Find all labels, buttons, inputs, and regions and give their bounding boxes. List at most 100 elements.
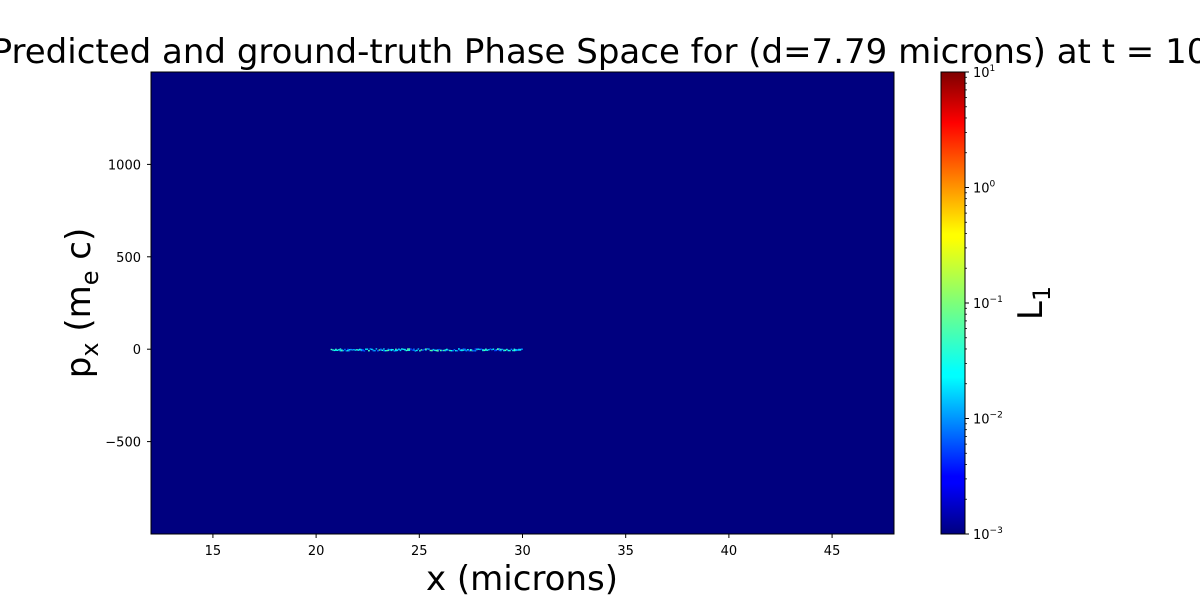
x-axis-ticks: 15 20 25 30 35 40 45 <box>205 534 841 559</box>
error-band-cell <box>499 350 501 351</box>
error-band-cell <box>479 349 481 350</box>
error-band-cell <box>341 350 343 351</box>
error-band-cell <box>391 350 393 351</box>
y-tick-label: 0 <box>133 343 141 358</box>
error-band-cell <box>370 348 372 349</box>
error-band-cell <box>430 350 432 351</box>
error-band-cell <box>409 348 411 349</box>
error-band-cell <box>440 350 442 351</box>
error-band-cell <box>433 349 435 350</box>
x-tick-label: 15 <box>205 544 222 559</box>
error-band-cell <box>365 349 367 350</box>
error-band-cell <box>412 349 414 350</box>
error-band-cell <box>407 348 409 349</box>
error-band-cell <box>475 348 477 349</box>
error-band-cell <box>367 349 369 350</box>
colorbar-tick-label: 101 <box>973 64 995 81</box>
error-band-cell <box>494 350 496 351</box>
error-band-cell <box>415 350 417 351</box>
error-band-cell <box>421 349 423 350</box>
error-band-cell <box>473 350 475 351</box>
error-band-cell <box>445 350 447 351</box>
error-band-cell <box>466 350 468 351</box>
error-band-cell <box>371 349 373 350</box>
error-band-cell <box>394 350 396 351</box>
x-tick-label: 40 <box>721 544 738 559</box>
x-axis-label: x (microns) <box>426 559 618 599</box>
error-band-cell <box>469 350 471 351</box>
error-band-cell <box>512 350 514 351</box>
error-band-cell <box>422 349 424 350</box>
error-band-cell <box>448 349 450 350</box>
error-band-cell <box>484 350 486 351</box>
error-band-cell <box>347 349 349 350</box>
error-band-cell <box>355 349 357 350</box>
error-band-cell <box>353 349 355 350</box>
error-band-cell <box>463 348 465 349</box>
error-band-cell <box>511 349 513 350</box>
error-band-cell <box>460 349 462 350</box>
y-tick-label: 1000 <box>108 158 141 173</box>
error-band-cell <box>434 350 436 351</box>
colorbar-tick-label: 10−3 <box>973 526 1003 543</box>
error-band-cell <box>439 349 441 350</box>
error-band-cell <box>427 348 429 349</box>
error-band-cell <box>361 350 363 351</box>
plot-area <box>151 72 894 534</box>
error-band-cell <box>458 348 460 349</box>
error-band-cell <box>424 349 426 350</box>
error-band-cell <box>515 350 517 351</box>
error-band-cell <box>490 348 492 349</box>
error-band-cell <box>509 350 511 351</box>
y-axis-ticks: −500 0 500 1000 <box>105 158 151 450</box>
error-band-cell <box>514 350 516 351</box>
error-band-cell <box>374 350 376 351</box>
error-band-cell <box>406 350 408 351</box>
error-band-cell <box>419 350 421 351</box>
error-band-cell <box>505 350 507 351</box>
colorbar-tick-label: 100 <box>973 180 996 197</box>
error-band-cell <box>487 350 489 351</box>
error-band-cell <box>350 349 352 350</box>
error-band-cell <box>359 349 361 350</box>
error-band-cell <box>416 350 418 351</box>
y-tick-label: 500 <box>116 251 141 266</box>
x-tick-label: 35 <box>617 544 634 559</box>
error-band-cell <box>335 349 337 350</box>
error-band-cell <box>362 349 364 350</box>
error-band-cell <box>437 350 439 351</box>
error-band-cell <box>383 348 385 349</box>
error-band-cell <box>451 350 453 351</box>
error-band-cell <box>337 350 339 351</box>
chart-title: Predicted and ground-truth Phase Space f… <box>0 32 1200 72</box>
error-band-cell <box>386 350 388 351</box>
error-band-cell <box>470 350 472 351</box>
colorbar <box>941 72 965 534</box>
error-band-cell <box>340 348 342 349</box>
error-band-cell <box>389 349 391 350</box>
error-band-cell <box>392 349 394 350</box>
error-band-cell <box>364 350 366 351</box>
y-axis-label: px (me c) <box>59 228 104 379</box>
error-band-cell <box>418 348 420 349</box>
y-tick-label: −500 <box>105 436 141 451</box>
error-band-cell <box>403 349 405 350</box>
error-band-cell <box>340 350 342 351</box>
colorbar-ticks: 10110010−110−210−3 <box>965 64 1003 543</box>
error-band-cell <box>500 349 502 350</box>
error-band-cell <box>472 350 474 351</box>
error-band-cell <box>425 348 427 349</box>
error-band-cell <box>343 350 345 351</box>
error-band-cell <box>467 349 469 350</box>
error-band-cell <box>395 350 397 351</box>
error-band-cell <box>455 350 457 351</box>
error-band-cell <box>521 348 523 349</box>
error-band-cell <box>443 350 445 351</box>
error-band-cell <box>485 349 487 350</box>
error-band-cell <box>398 349 400 350</box>
error-band-cell <box>452 350 454 351</box>
error-band-cell <box>461 350 463 351</box>
error-band-cell <box>454 349 456 350</box>
error-band-cell <box>377 350 379 351</box>
error-band-cell <box>407 350 409 351</box>
